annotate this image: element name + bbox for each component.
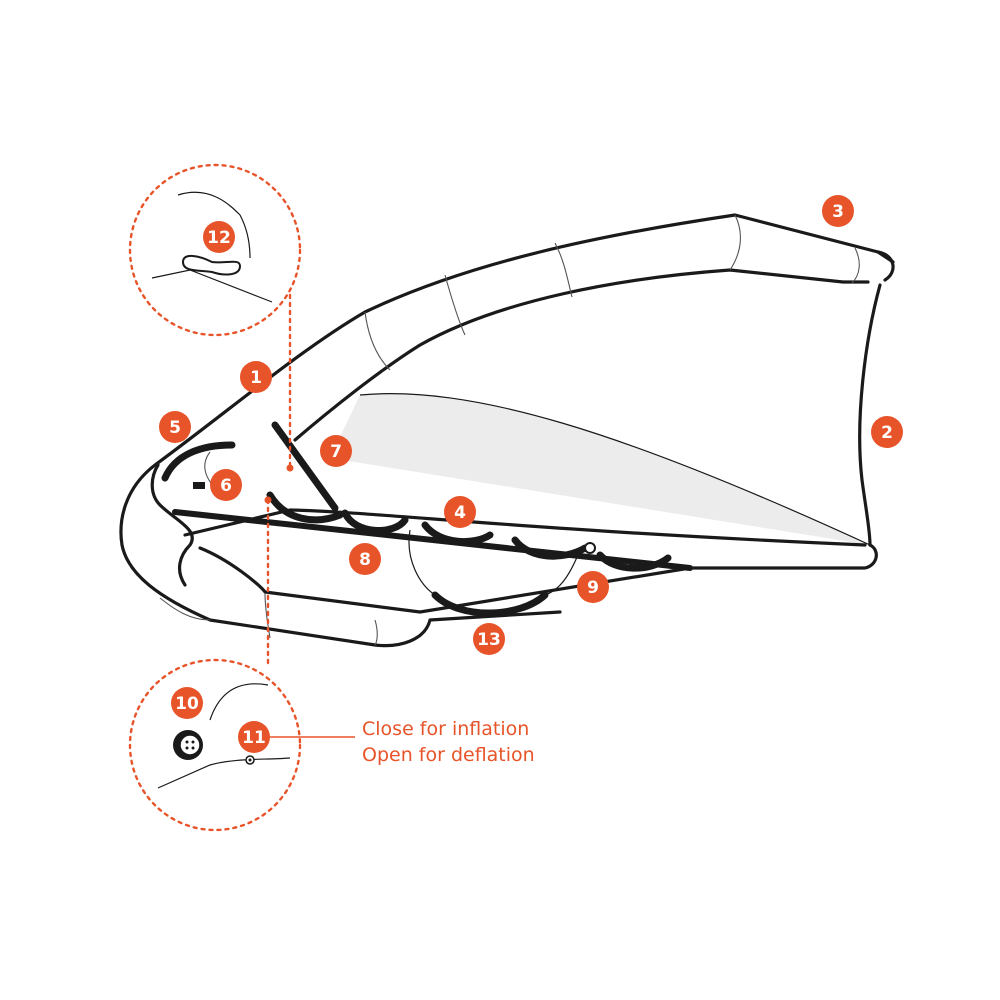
valve-note-deflation: Open for deflation	[362, 744, 535, 766]
label-badge-7: 7	[320, 435, 352, 467]
seam	[159, 597, 211, 621]
svg-text:6: 6	[220, 476, 232, 496]
seam	[374, 619, 378, 646]
rear-tip	[688, 543, 878, 570]
seam	[364, 311, 391, 371]
label-badge-8: 8	[349, 543, 381, 575]
seam	[851, 247, 860, 284]
svg-text:8: 8	[359, 550, 371, 570]
handle-13	[431, 591, 549, 617]
zoom-12-pad	[181, 255, 242, 276]
svg-text:10: 10	[175, 694, 199, 714]
seam	[264, 592, 271, 639]
valve-note: Close for inflation Open for deflation	[362, 716, 535, 768]
svg-text:13: 13	[477, 630, 501, 650]
seam	[729, 214, 741, 271]
valve-11	[245, 755, 255, 765]
label-badge-9: 9	[577, 571, 609, 603]
label-badge-6: 6	[210, 469, 242, 501]
deflate-valve-10	[173, 730, 203, 760]
seam	[444, 274, 466, 336]
label-badge-4: 4	[444, 496, 476, 528]
seam	[554, 242, 573, 298]
valve-6	[193, 482, 205, 489]
wingtip-cap	[876, 250, 895, 282]
svg-text:5: 5	[169, 418, 181, 438]
svg-text:4: 4	[454, 503, 466, 523]
label-badge-2: 2	[871, 416, 903, 448]
svg-text:9: 9	[587, 578, 599, 598]
label-badge-5: 5	[159, 411, 191, 443]
label-badge-12: 12	[203, 221, 235, 253]
handle	[341, 509, 409, 534]
ring-9	[584, 542, 596, 554]
svg-text:3: 3	[832, 202, 844, 222]
zoom-10-surface	[157, 683, 291, 789]
svg-text:2: 2	[881, 423, 893, 443]
label-badge-3: 3	[822, 195, 854, 227]
connector-dot	[286, 464, 294, 472]
valve-note-inflation: Close for inflation	[362, 718, 530, 740]
handle-5	[161, 441, 236, 482]
label-badge-1: 1	[240, 361, 272, 393]
label-badge-13: 13	[473, 623, 505, 655]
svg-text:12: 12	[207, 228, 231, 248]
svg-text:7: 7	[330, 442, 342, 462]
handle	[266, 491, 344, 524]
svg-text:11: 11	[242, 728, 266, 748]
handle	[511, 536, 589, 560]
callout-10-11-zoom	[128, 658, 302, 832]
label-badge-11: 11	[238, 721, 270, 753]
svg-text:1: 1	[250, 368, 262, 388]
wing-trailing-edge	[858, 283, 882, 547]
leash-strap	[271, 421, 339, 512]
nose-inner	[150, 463, 194, 587]
callout-12-zoom	[128, 163, 302, 337]
handle-rail	[172, 509, 693, 571]
canopy-trailing-edge	[359, 393, 871, 546]
connector-dot	[264, 496, 272, 504]
label-badge-10: 10	[171, 687, 203, 719]
canopy-panel	[330, 393, 870, 545]
handle-13-cords	[408, 529, 581, 596]
center-strut-lower	[198, 546, 692, 614]
